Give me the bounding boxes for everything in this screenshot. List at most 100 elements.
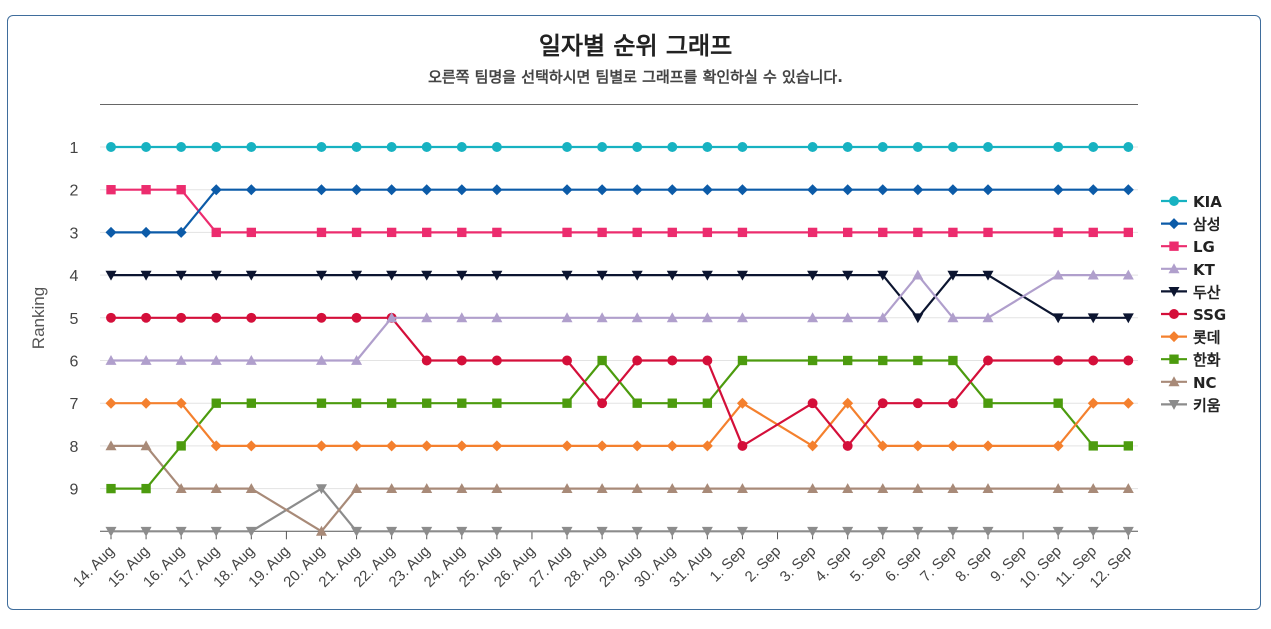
series-6-point	[632, 355, 643, 366]
series-10-point	[315, 484, 327, 495]
series-3-point	[983, 227, 993, 238]
series-9-point	[842, 483, 854, 493]
legend-marker	[1169, 309, 1179, 319]
series-2-point	[491, 184, 503, 196]
series-9-point	[491, 483, 503, 493]
legend-label: KT	[1193, 261, 1216, 279]
series-10-point	[666, 526, 678, 537]
y-tick-label: 4	[70, 268, 79, 285]
series-2-point	[561, 184, 573, 196]
series-9-point	[175, 483, 187, 493]
series-2-point	[912, 184, 924, 196]
legend-item[interactable]: 롯데	[1161, 329, 1221, 347]
legend-item[interactable]: 삼성	[1161, 216, 1221, 234]
series-7-point	[912, 440, 924, 452]
series-2-point	[736, 184, 748, 196]
series-10-point	[701, 526, 713, 537]
series-10-point	[210, 526, 222, 537]
series-3-line	[111, 188, 1129, 234]
series-10-point	[912, 526, 924, 537]
legend-marker	[1168, 331, 1180, 343]
legend-marker	[1168, 218, 1180, 230]
legend-marker	[1169, 196, 1179, 206]
series-6-point	[737, 440, 748, 451]
y-axis-label: Ranking	[29, 287, 48, 349]
legend-item[interactable]: KT	[1161, 261, 1216, 279]
series-10-point	[386, 526, 398, 537]
series-6-point	[562, 355, 572, 366]
series-1-point	[1088, 142, 1099, 152]
series-8	[106, 355, 1133, 494]
series-9-point	[666, 483, 678, 493]
series-5-point	[491, 270, 503, 281]
legend-item[interactable]: KIA	[1161, 193, 1222, 211]
legend-item[interactable]: 키움	[1161, 396, 1221, 414]
series-6-point	[1088, 355, 1099, 366]
series-3-point	[632, 227, 642, 238]
y-tick-label: 5	[70, 311, 79, 328]
series-1-point	[421, 142, 432, 152]
legend-item[interactable]: 두산	[1161, 283, 1221, 301]
series-2-point	[315, 184, 327, 196]
series-4-point	[351, 355, 363, 365]
series-6-point	[1053, 355, 1064, 366]
series-9-point	[140, 440, 152, 451]
series-8-line	[111, 359, 1129, 490]
series-4-point	[456, 312, 468, 323]
series-3-point	[1053, 227, 1063, 238]
series-10-point	[947, 526, 959, 537]
series-5-point	[947, 270, 959, 281]
series-5-point	[912, 313, 924, 324]
series-10-point	[631, 526, 643, 537]
series-5-point	[982, 270, 994, 281]
series-6-point	[1123, 355, 1134, 366]
series-10-point	[1122, 526, 1134, 537]
series-3-point	[807, 227, 818, 238]
series-6-point	[842, 440, 853, 451]
series-4-point	[561, 312, 573, 323]
legend-label: LG	[1193, 238, 1215, 256]
series-6-point	[947, 398, 958, 409]
series-6-point	[246, 312, 257, 323]
series-3-point	[737, 227, 748, 238]
series-4-point	[736, 312, 748, 323]
series-9-point	[947, 483, 959, 493]
series-9-point	[351, 483, 363, 493]
series-4-point	[386, 312, 398, 323]
legend-item[interactable]: SSG	[1161, 306, 1226, 324]
legend-item[interactable]: 한화	[1161, 351, 1221, 369]
series-2-point	[1122, 184, 1134, 196]
series-7-point	[386, 440, 398, 452]
title-divider	[100, 104, 1138, 105]
x-tick-label: 6. Sep	[882, 543, 925, 586]
series-4-point	[315, 355, 327, 365]
series-4-point	[491, 312, 503, 323]
series-9-line	[111, 444, 1129, 533]
series-9-point	[386, 483, 398, 493]
series-5-point	[631, 270, 643, 281]
chart-card	[7, 15, 1261, 610]
x-tick-label: 8. Sep	[952, 543, 995, 586]
series-8-point	[1088, 441, 1098, 451]
series-7-point	[596, 440, 608, 452]
y-tick-label: 7	[70, 396, 79, 413]
series-2-point	[140, 226, 152, 238]
series-3-point	[386, 227, 397, 238]
series-6-point	[421, 355, 432, 366]
series-4-point	[947, 312, 959, 323]
series-4-point	[245, 355, 257, 365]
series-4-point	[807, 312, 819, 323]
grid-lines	[100, 146, 1138, 532]
series-7-point	[1052, 440, 1064, 452]
y-tick-label: 1	[70, 140, 79, 157]
series-1-point	[667, 142, 678, 152]
series-9-point	[1122, 483, 1134, 493]
legend-item[interactable]: NC	[1161, 374, 1217, 392]
series-1-point	[807, 142, 818, 152]
series-2-point	[105, 226, 117, 238]
series-5-point	[596, 270, 608, 281]
series-6-point	[176, 312, 187, 323]
legend-item[interactable]: LG	[1161, 238, 1215, 256]
